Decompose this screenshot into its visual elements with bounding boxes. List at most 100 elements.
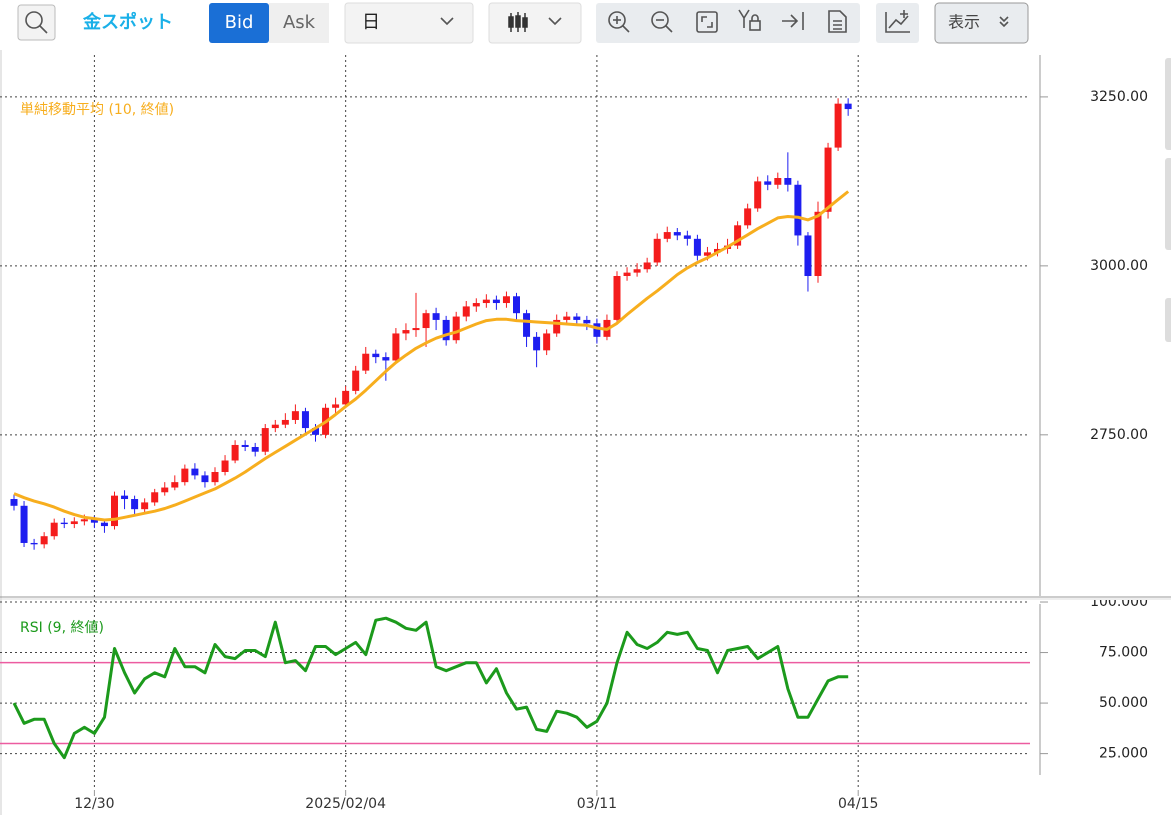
period-select[interactable]	[344, 2, 474, 44]
candle-body	[171, 482, 179, 488]
candle-body	[482, 299, 490, 304]
tool-group	[596, 3, 860, 43]
expand-icon	[999, 16, 1009, 28]
display-label: 表示	[948, 13, 980, 32]
candle-body	[312, 428, 319, 435]
candle-body	[764, 181, 772, 185]
candle-body	[40, 536, 48, 545]
chart-type-select[interactable]	[488, 2, 582, 44]
candle-body	[703, 252, 711, 256]
candle-body	[10, 499, 18, 506]
candle-body	[131, 499, 139, 510]
candle-body	[573, 316, 581, 320]
candle-body	[472, 303, 480, 307]
sma-line	[13, 190, 850, 522]
candle-body	[291, 411, 299, 420]
candle-body	[50, 522, 58, 537]
candle-body	[191, 468, 199, 476]
fit-button[interactable]	[696, 11, 718, 33]
add-indicator-button[interactable]	[876, 3, 919, 43]
candle-body	[362, 353, 370, 371]
candle-body	[442, 319, 450, 341]
y-tick-label: 75.000	[1099, 645, 1148, 661]
x-tick-label: 2025/02/04	[305, 796, 386, 812]
candle-body	[261, 428, 269, 452]
period-label: 日	[362, 12, 380, 33]
candle-body	[774, 178, 782, 185]
candle-body	[492, 299, 500, 304]
side-tab[interactable]	[1165, 298, 1171, 342]
rsi-line	[12, 616, 849, 760]
candle-body	[352, 370, 360, 391]
symbol-name[interactable]: 金スポット	[82, 11, 173, 33]
candle-body	[513, 296, 520, 314]
plot-area	[0, 601, 1030, 760]
candle-body	[623, 272, 631, 277]
x-tick-label: 03/11	[577, 796, 617, 812]
candle-body	[814, 211, 822, 277]
add-indicator-icon	[885, 10, 910, 33]
candle-body	[643, 262, 651, 270]
candle-body	[633, 269, 641, 273]
candle-body	[744, 208, 752, 226]
candle-body	[221, 460, 229, 472]
candle-body	[301, 411, 309, 429]
ask-button[interactable]	[269, 3, 329, 43]
candle-body	[754, 181, 762, 209]
candle-body	[80, 519, 88, 522]
candle-body	[412, 328, 420, 331]
candle-body	[402, 330, 410, 334]
side-tab[interactable]	[1165, 58, 1171, 150]
candle-body	[693, 238, 701, 256]
candle-body	[211, 471, 219, 483]
candle-body	[372, 353, 380, 358]
display-button[interactable]	[934, 2, 1029, 44]
candle-body	[533, 336, 541, 351]
candle-body	[60, 522, 68, 525]
candle-body	[553, 319, 561, 334]
jump-end-button[interactable]	[782, 12, 804, 30]
x-tick-label: 12/30	[74, 796, 114, 812]
y-tick-label: 3250.00	[1090, 89, 1148, 105]
search-button[interactable]	[17, 4, 56, 41]
candle-body	[281, 419, 289, 425]
candle-body	[824, 147, 832, 212]
candle-body	[523, 313, 531, 337]
y-tick-label: 2750.00	[1090, 427, 1148, 443]
candle-body	[30, 542, 38, 545]
candle-body	[20, 505, 28, 543]
y-tick-label: 50.000	[1099, 695, 1148, 711]
bid-button[interactable]	[209, 3, 269, 43]
candle-body	[563, 316, 571, 320]
candle-body	[794, 184, 802, 236]
candle-body	[342, 390, 350, 405]
side-tab[interactable]	[1165, 158, 1171, 250]
candle-body	[271, 424, 279, 429]
candle-body	[593, 323, 601, 337]
candle-body	[231, 444, 239, 461]
candle-body	[100, 522, 108, 527]
candle-body	[653, 238, 661, 263]
candle-body	[161, 487, 169, 493]
search-icon	[39, 25, 48, 34]
dropdown-arrow	[548, 17, 562, 26]
y-lock-button[interactable]	[738, 9, 761, 31]
candle-body	[121, 495, 129, 500]
search-icon	[25, 11, 43, 29]
indicator-label: 単純移動平均 (10, 終値)	[20, 102, 174, 118]
candle-body	[332, 404, 340, 408]
candle-body	[241, 444, 249, 447]
zoom-in-button[interactable]	[608, 11, 630, 33]
candle-body	[784, 178, 792, 185]
candle-body	[141, 502, 149, 510]
toolbar: 金スポット Bid Ask 日 表示	[17, 2, 1029, 44]
candle-body	[613, 276, 621, 320]
y-tick-label: 25.000	[1099, 746, 1148, 762]
zoom-out-button[interactable]	[651, 11, 673, 33]
dropdown-arrow	[440, 17, 454, 26]
report-button[interactable]	[828, 10, 847, 33]
candle-icon	[508, 12, 528, 32]
candle-body	[392, 333, 400, 361]
candle-body	[422, 313, 430, 329]
